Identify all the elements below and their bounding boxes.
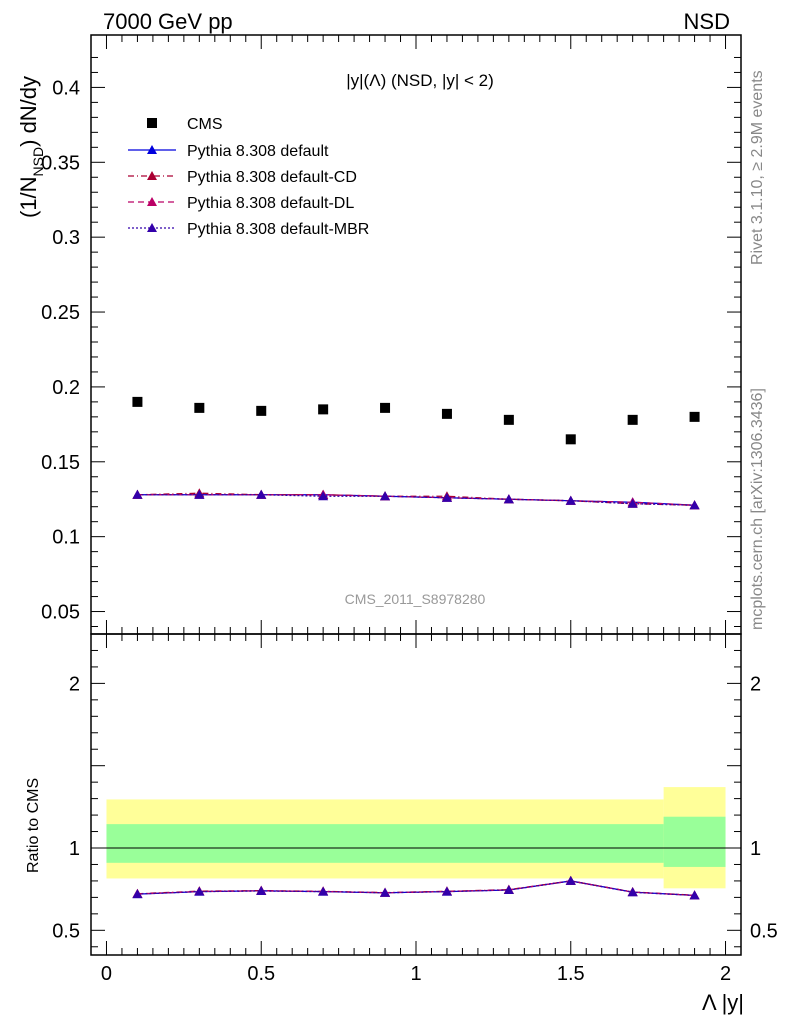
main-ytick-label: 0.35	[41, 152, 80, 174]
cms-data-point	[565, 434, 576, 445]
ratio-point-3	[380, 887, 391, 897]
xtick-label: 1	[410, 963, 421, 985]
series-point-3	[318, 491, 329, 501]
series-line-3	[137, 494, 695, 506]
ratio-point-3	[689, 890, 700, 900]
ratio-frame	[90, 633, 742, 956]
series-point-3	[194, 489, 205, 499]
legend: CMS Pythia 8.308 default Pythia 8.308 defa…	[128, 116, 369, 238]
series-point-3	[132, 489, 143, 499]
series-point-3	[689, 500, 700, 510]
ratio-point-3	[441, 886, 452, 896]
series-point-3	[565, 495, 576, 505]
ratio-band-green-0	[106, 824, 664, 863]
chart-title: |y|(Λ) (NSD, |y| < 2)	[346, 71, 494, 90]
ratio-ytick-label: 0.5	[52, 920, 80, 942]
ratio-ytick-label: 2	[69, 673, 80, 695]
ratio-point-3	[318, 886, 329, 896]
ratio-ytick-label: 1	[69, 838, 80, 860]
ratio-line-2	[137, 880, 695, 897]
ratio-point-3	[627, 887, 638, 897]
cms-data-point	[132, 396, 143, 407]
main-ytick-label: 0.2	[52, 377, 80, 399]
ratio-point-3	[503, 884, 514, 894]
mcplots-label: mcplots.cern.ch [arXiv:1306.3436]	[749, 388, 766, 630]
ratio-ytick-label-right: 0.5	[750, 920, 778, 942]
rivet-label: Rivet 3.1.10, ≥ 2.9M events	[749, 70, 766, 265]
ratio-panel: 0.5 0.5 1 1 2 2 0 0.5 1 1.5 2	[52, 633, 778, 985]
main-ytick-label: 0.1	[52, 527, 80, 549]
ratio-y-axis-label: Ratio to CMS	[25, 778, 42, 873]
cms-data-point	[380, 402, 391, 413]
main-ytick-label: 0.3	[52, 227, 80, 249]
main-ytick-label: 0.25	[41, 302, 80, 324]
legend-label-3: Pythia 8.308 default-MBR	[187, 221, 369, 238]
legend-marker-cms	[147, 118, 157, 128]
legend-marker-2	[147, 197, 157, 206]
cms-data-point	[503, 414, 514, 425]
ratio-band-green-1	[663, 816, 726, 867]
main-ytick-label: 0.4	[52, 77, 80, 99]
legend-label-cms: CMS	[187, 116, 223, 133]
legend-label-2: Pythia 8.308 default-DL	[187, 195, 354, 212]
ratio-line-3	[137, 880, 695, 897]
cms-data-point	[627, 414, 638, 425]
cms-data-point	[194, 402, 205, 413]
legend-label-1: Pythia 8.308 default-CD	[187, 169, 357, 186]
cms-data-point	[318, 404, 329, 415]
main-y-axis-label: (1/NNSD) dN/dy	[16, 76, 46, 218]
xtick-label: 1.5	[557, 963, 585, 985]
cms-data-point	[441, 408, 452, 419]
ratio-point-3	[565, 875, 576, 885]
analysis-watermark: CMS_2011_S8978280	[345, 591, 486, 607]
legend-marker-0	[147, 145, 157, 154]
main-ytick-label: 0.15	[41, 452, 80, 474]
series-point-3	[380, 491, 391, 501]
header-left: 7000 GeV pp	[103, 9, 233, 34]
legend-label-0: Pythia 8.308 default	[187, 143, 329, 160]
xtick-label: 0	[101, 963, 112, 985]
xtick-label: 2	[720, 963, 731, 985]
main-ytick-label: 0.05	[41, 602, 80, 624]
xtick-label: 0.5	[247, 963, 275, 985]
ratio-point-3	[194, 886, 205, 896]
legend-marker-3	[147, 223, 157, 232]
ratio-point-3	[132, 889, 143, 899]
ratio-point-3	[256, 885, 267, 895]
header-right: NSD	[684, 9, 730, 34]
ratio-ytick-label-right: 1	[750, 838, 761, 860]
series-point-3	[441, 492, 452, 502]
series-point-3	[627, 498, 638, 508]
legend-marker-1	[147, 171, 157, 180]
x-axis-label: Λ |y|	[702, 990, 744, 1015]
cms-data-point	[689, 411, 700, 422]
series-point-3	[503, 494, 514, 504]
cms-data-point	[256, 405, 267, 416]
series-point-3	[256, 489, 267, 499]
ratio-ytick-label-right: 2	[750, 673, 761, 695]
main-panel: 0.05 0.1 0.15 0.2 0.25 0.3 0.35 0.4	[41, 34, 742, 635]
